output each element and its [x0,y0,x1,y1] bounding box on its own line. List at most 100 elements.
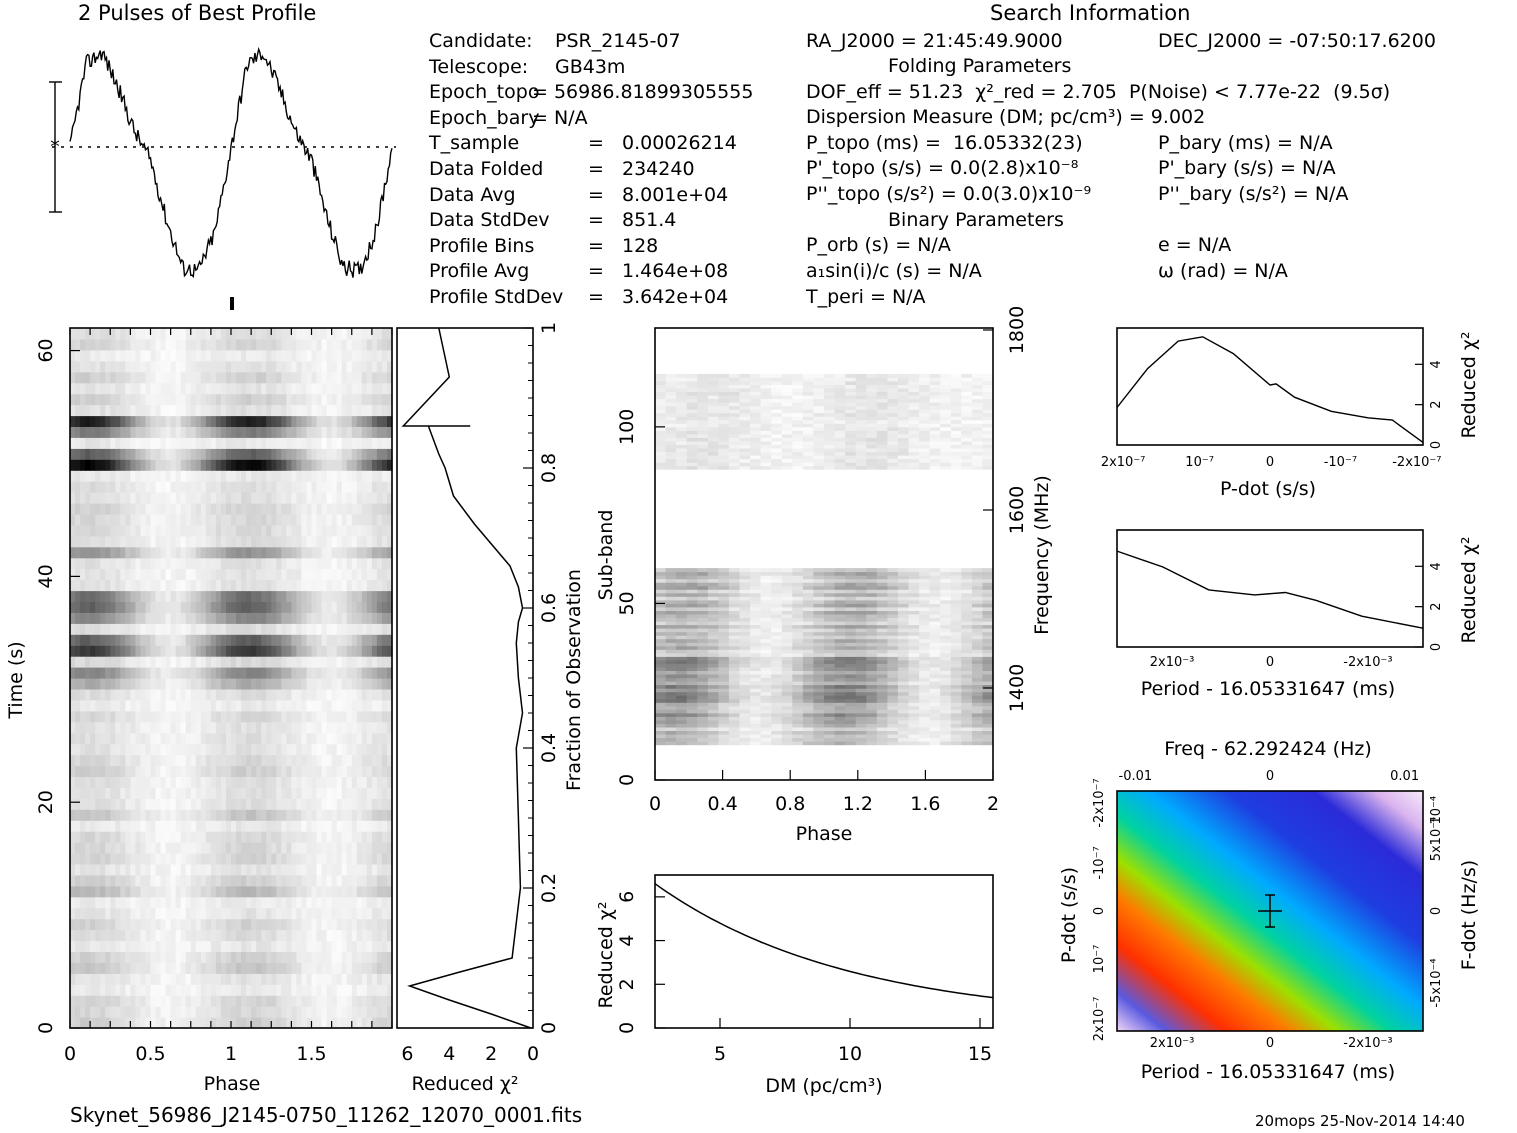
tp-cell [281,426,287,438]
tp-cell [90,623,96,635]
tp-cell [366,863,373,876]
tp-cell [376,896,383,909]
tp-cell [286,371,292,384]
tp-cell [170,360,177,373]
sb-cell [792,741,804,746]
tp-cell [90,853,96,865]
sb-cell [771,674,783,679]
tp-cell [130,426,136,438]
tp-cell [326,470,333,482]
sb-cell [686,663,698,668]
tp-cell [75,721,81,734]
tp-cell [195,481,202,493]
tp-cell [190,382,197,395]
tp-cell [140,820,146,832]
tp-cell [296,513,302,526]
tp-cell [100,831,106,843]
tp-cell [210,459,217,471]
sb-cell [750,681,762,686]
tp-cell [341,328,348,340]
tp-cell [185,820,192,832]
tp-cell [341,842,348,854]
tp-cell [150,874,157,887]
tp-cell [236,590,242,602]
sb-cell [887,695,899,700]
tp-cell [190,995,197,1007]
tp-cell [100,481,106,493]
tp-cell [115,776,121,788]
tp-cell [155,470,162,482]
sb-cell [897,727,909,731]
tp-cell [306,798,313,810]
tp-cell [205,688,212,701]
sb-cell [961,741,973,746]
tp-cell [180,678,187,690]
tp-cell [251,415,257,427]
sb-cell [771,734,783,739]
tp-cell [276,601,282,613]
tp-cell [105,907,111,920]
tp-cell [226,896,232,909]
tp-cell [160,546,167,559]
sb-cell [739,702,751,707]
tp-cell [75,634,81,646]
tp-cell [220,885,227,898]
tp-cell [180,710,187,723]
tp-cell [100,853,106,865]
tp-cell [165,918,172,931]
tp-cell [120,448,126,460]
tp-cell [190,688,197,701]
tp-cell [251,721,257,734]
tp-cell [266,732,272,745]
tp-cell [246,470,252,482]
sb-cell [676,684,688,689]
tp-cell [150,579,157,592]
sb-cell [813,677,825,682]
binary-title: Binary Parameters [888,209,1064,231]
tp-cell [155,688,162,701]
tp-cell [70,929,76,942]
tp-cell [366,612,373,624]
tp-cell [351,634,358,646]
tp-cell [361,863,368,876]
tp-cell [241,896,247,909]
tp-cell [130,590,136,602]
sb-cell [697,695,709,700]
sb-cell [728,705,740,710]
tp-cell [366,426,373,438]
tp-cell [110,678,116,690]
tp-cell [160,448,167,460]
sb-cell [802,677,814,682]
tp-cell [241,601,247,613]
tp-cell [226,415,232,427]
tp-cell [95,743,101,756]
tp-cell [120,885,126,898]
tp-cell [130,907,136,920]
tp-cell [286,557,292,570]
tp-cell [190,732,197,745]
tp-cell [185,907,192,920]
tp-cell [341,820,348,832]
sb-cell [655,730,667,735]
tp-cell [356,896,363,909]
tp-cell [110,590,116,602]
tp-cell [85,470,91,482]
tp-cell [376,546,383,559]
tp-cell [215,962,222,974]
tp-cell [311,590,318,602]
tp-cell [155,328,162,340]
tp-cell [145,535,152,548]
tp-cell [175,415,182,427]
tp-cell [256,612,262,624]
tp-cell [261,393,267,406]
sb-cell [665,674,677,679]
tp-cell [256,382,262,395]
tp-cell [125,437,131,449]
sb-cell [971,720,983,724]
tp-cell [210,1006,217,1018]
tp-cell [261,973,267,985]
sb-cell [845,691,857,696]
tp-cell [341,765,348,777]
sb-cell [897,691,909,696]
profile-plot: * [49,46,396,310]
